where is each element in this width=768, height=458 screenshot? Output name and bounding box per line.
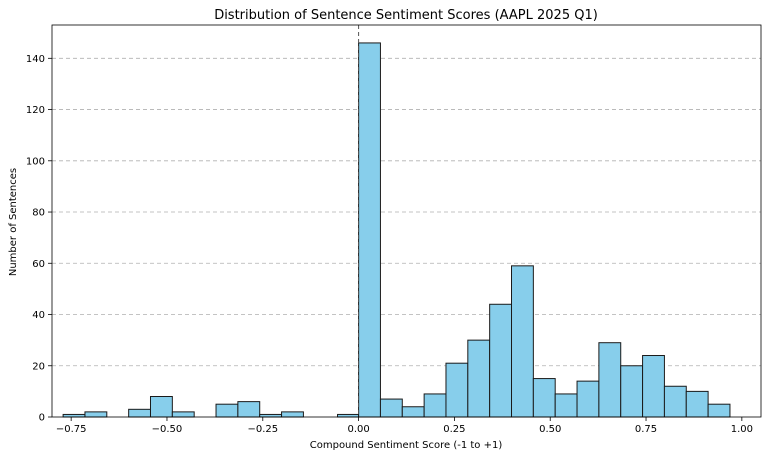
y-tick-label: 20 bbox=[32, 361, 45, 372]
histogram-bar bbox=[423, 393, 447, 418]
histogram-bar bbox=[576, 380, 600, 418]
plot-area-frame bbox=[51, 24, 762, 418]
y-axis-ticks: 0 20 40 60 80 100 120 140 bbox=[26, 54, 52, 424]
histogram-bar bbox=[171, 411, 195, 418]
histogram-bar bbox=[554, 393, 578, 418]
y-tick-label: 40 bbox=[32, 310, 45, 321]
y-tick-label: 60 bbox=[32, 259, 45, 270]
x-tick-label: 0.50 bbox=[539, 424, 561, 435]
histogram-bar bbox=[620, 365, 644, 418]
y-tick-label: 120 bbox=[26, 105, 45, 116]
histogram-bar bbox=[642, 355, 665, 418]
histogram-bars bbox=[62, 42, 731, 418]
x-tick-label: 0.25 bbox=[443, 424, 465, 435]
histogram-bar bbox=[128, 408, 151, 418]
x-tick-label: −0.75 bbox=[56, 424, 87, 435]
histogram-bar bbox=[663, 385, 687, 418]
x-axis-label: Compound Sentiment Score (-1 to +1) bbox=[310, 440, 503, 451]
y-tick-label: 100 bbox=[26, 156, 45, 167]
x-tick-label: 0.00 bbox=[347, 424, 369, 435]
x-tick-label: −0.25 bbox=[247, 424, 278, 435]
x-tick-label: 0.75 bbox=[635, 424, 657, 435]
histogram-bar bbox=[149, 396, 173, 418]
x-tick-label: −0.50 bbox=[152, 424, 183, 435]
histogram-bar bbox=[237, 401, 261, 418]
y-axis-label: Number of Sentences bbox=[8, 168, 19, 276]
histogram-bar bbox=[445, 362, 469, 418]
chart-title: Distribution of Sentence Sentiment Score… bbox=[214, 8, 598, 23]
histogram-bar bbox=[489, 303, 513, 418]
y-tick-label: 80 bbox=[32, 208, 45, 219]
x-tick-label: 1.00 bbox=[731, 424, 753, 435]
histogram-bar bbox=[685, 390, 709, 418]
histogram-bar bbox=[467, 339, 491, 418]
y-tick-label: 140 bbox=[26, 54, 45, 65]
histogram-bar bbox=[84, 411, 108, 418]
histogram-bar bbox=[379, 398, 403, 418]
histogram-bar bbox=[215, 403, 239, 418]
y-gridlines bbox=[52, 57, 761, 367]
histogram-bar bbox=[532, 378, 556, 418]
histogram-bar bbox=[511, 265, 534, 418]
histogram-bar bbox=[598, 342, 622, 418]
histogram-bar bbox=[401, 406, 425, 418]
x-axis-ticks: −0.75 −0.50 −0.25 0.00 0.25 0.50 0.75 1.00 bbox=[56, 417, 753, 435]
histogram-bar bbox=[707, 403, 731, 418]
histogram-bar bbox=[358, 42, 381, 418]
y-tick-label: 0 bbox=[39, 413, 45, 424]
histogram-bar bbox=[281, 411, 304, 418]
